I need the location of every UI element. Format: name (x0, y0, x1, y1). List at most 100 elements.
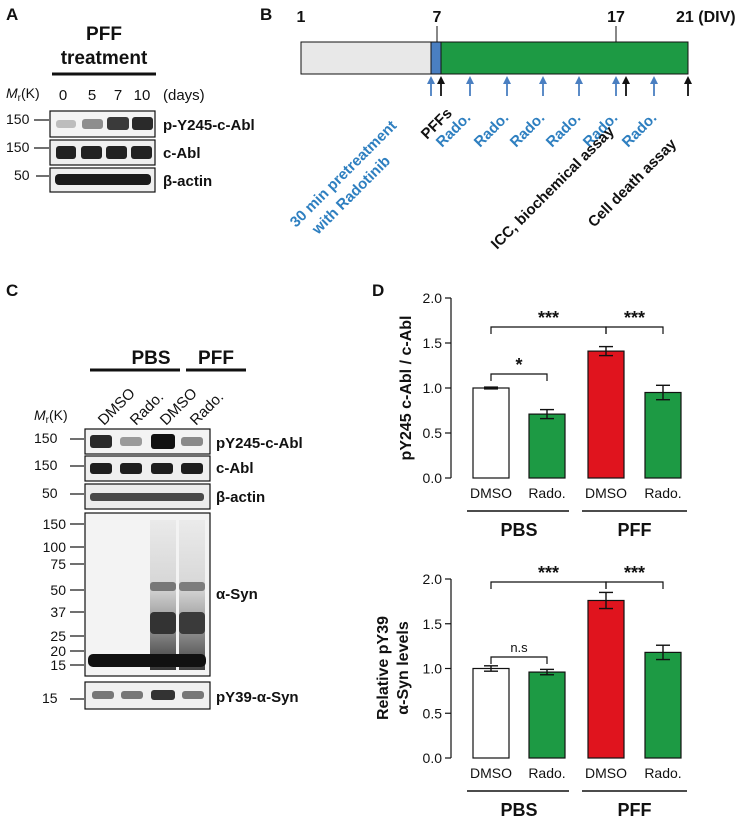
day-label-21: 21 (DIV) (676, 9, 736, 26)
timeline-pre-segment (300, 41, 432, 75)
significance-bracket: n.s (490, 640, 548, 664)
error-bar (656, 384, 670, 401)
blot-band (150, 612, 176, 634)
timepoint-label: 7 (114, 87, 122, 104)
y-tick-label: 1.0 (423, 380, 443, 396)
group-label: PFF (618, 520, 652, 540)
significance-bracket: *** (490, 563, 607, 589)
rado-label: Rado. (507, 109, 548, 150)
y-tick-label: 1.5 (423, 335, 443, 351)
panel-a-letter: A (6, 5, 18, 24)
error-bar (599, 591, 613, 610)
panel-a-blot-2-label: c-Abl (163, 145, 201, 162)
blot-band (151, 690, 175, 700)
x-tick-label: DMSO (470, 765, 512, 781)
marker-label: 50 (50, 582, 66, 598)
day-label-7: 7 (433, 9, 442, 26)
day-label-17: 17 (607, 9, 625, 26)
panel-d: D 0.0 0.5 1.0 1.5 2.0 DMSO Rado. DMSO Rado. PBS PF… (372, 281, 687, 820)
blot-band (151, 434, 175, 449)
blot-band (82, 119, 103, 129)
marker-label: 37 (50, 604, 66, 620)
blot-band (120, 437, 142, 446)
error-bar (540, 408, 554, 420)
panel-c-mr-label: Mr(K) (34, 407, 68, 426)
y-tick-label: 1.0 (423, 661, 443, 677)
panel-a-markers: 150 150 50 (6, 111, 49, 183)
y-tick-label: 0.0 (423, 470, 443, 486)
marker-label: 150 (43, 516, 67, 532)
rado-arrow (503, 76, 511, 96)
panel-a-blot-3-label: β-actin (163, 173, 212, 190)
marker-label: 150 (34, 457, 58, 473)
timeline-treatment-segment (440, 41, 689, 75)
pretreat-arrow (427, 76, 435, 96)
y-tick-label: 0.5 (423, 425, 443, 441)
significance-label: * (515, 355, 522, 375)
blot-band (90, 493, 204, 501)
marker-label: 20 (50, 643, 66, 659)
syn-marker: 25 (50, 628, 84, 644)
y-tick-label: 2.0 (423, 571, 443, 587)
marker-label: 75 (50, 556, 66, 572)
group-label: PBS (500, 520, 537, 540)
icc-arrow (622, 76, 630, 96)
rado-label: Rado. (471, 109, 512, 150)
y-tick-label: 2.0 (423, 290, 443, 306)
blot-smear (150, 520, 176, 670)
blot-band (179, 612, 205, 634)
chart-pY39: 0.0 0.5 1.0 1.5 2.0 DMSO Rado. DMSO Rado. PBS PFF n… (375, 563, 687, 820)
blot-smear (179, 520, 205, 670)
panel-c-letter: C (6, 281, 18, 300)
panel-a-time-unit: (days) (163, 87, 205, 104)
timepoint-label: 0 (59, 87, 67, 104)
marker-label: 100 (43, 539, 67, 555)
x-tick-label: Rado. (528, 485, 565, 501)
panel-c-blot-3-label: β-actin (216, 489, 265, 506)
blot-band (81, 146, 102, 159)
x-tick-label: Rado. (528, 765, 565, 781)
panel-c-blot-5-label: pY39-α-Syn (216, 689, 299, 706)
blot-band (151, 463, 173, 474)
timeline-arrows (427, 76, 692, 96)
y-axis-label-line2: α-Syn levels (395, 621, 412, 715)
blot-band (179, 582, 205, 591)
bar (587, 350, 625, 479)
marker-label: 25 (50, 628, 66, 644)
panel-a: A PFF treatment Mr(K) 0 5 7 10 (days) 150 1… (6, 5, 255, 193)
x-tick-label: DMSO (470, 485, 512, 501)
blot-band (106, 146, 127, 159)
bar (528, 671, 566, 759)
significance-label: n.s (510, 640, 528, 655)
rado-arrow (466, 76, 474, 96)
blot-band (90, 463, 112, 474)
y-axis-label: pY245 c-Abl / c-Abl (398, 316, 415, 461)
rado-arrow (575, 76, 583, 96)
rado-label: Rado. (619, 109, 660, 150)
significance-bracket: * (490, 355, 548, 381)
marker-label: 150 (6, 139, 30, 155)
blot-band (88, 654, 206, 667)
panel-a-mr-label: Mr(K) (6, 85, 40, 104)
blot-band (131, 146, 152, 159)
significance-label: *** (624, 563, 645, 583)
day-label-1: 1 (297, 9, 306, 26)
panel-a-header-line2: treatment (61, 48, 148, 69)
group-label: PBS (500, 800, 537, 820)
death-arrow (684, 76, 692, 96)
y-tick-label: 0.0 (423, 750, 443, 766)
panel-c-blot-1-label: pY245-c-Abl (216, 435, 303, 452)
significance-bracket: *** (605, 308, 664, 334)
x-tick-label: DMSO (585, 765, 627, 781)
group-label-pff: PFF (198, 348, 234, 369)
blot-band (56, 120, 76, 128)
panel-a-header-line1: PFF (86, 24, 122, 45)
timepoint-label: 10 (134, 87, 151, 104)
error-bar (656, 644, 670, 661)
error-bar (599, 345, 613, 357)
bar (472, 667, 510, 759)
bar (472, 387, 510, 479)
rado-arrow (650, 76, 658, 96)
